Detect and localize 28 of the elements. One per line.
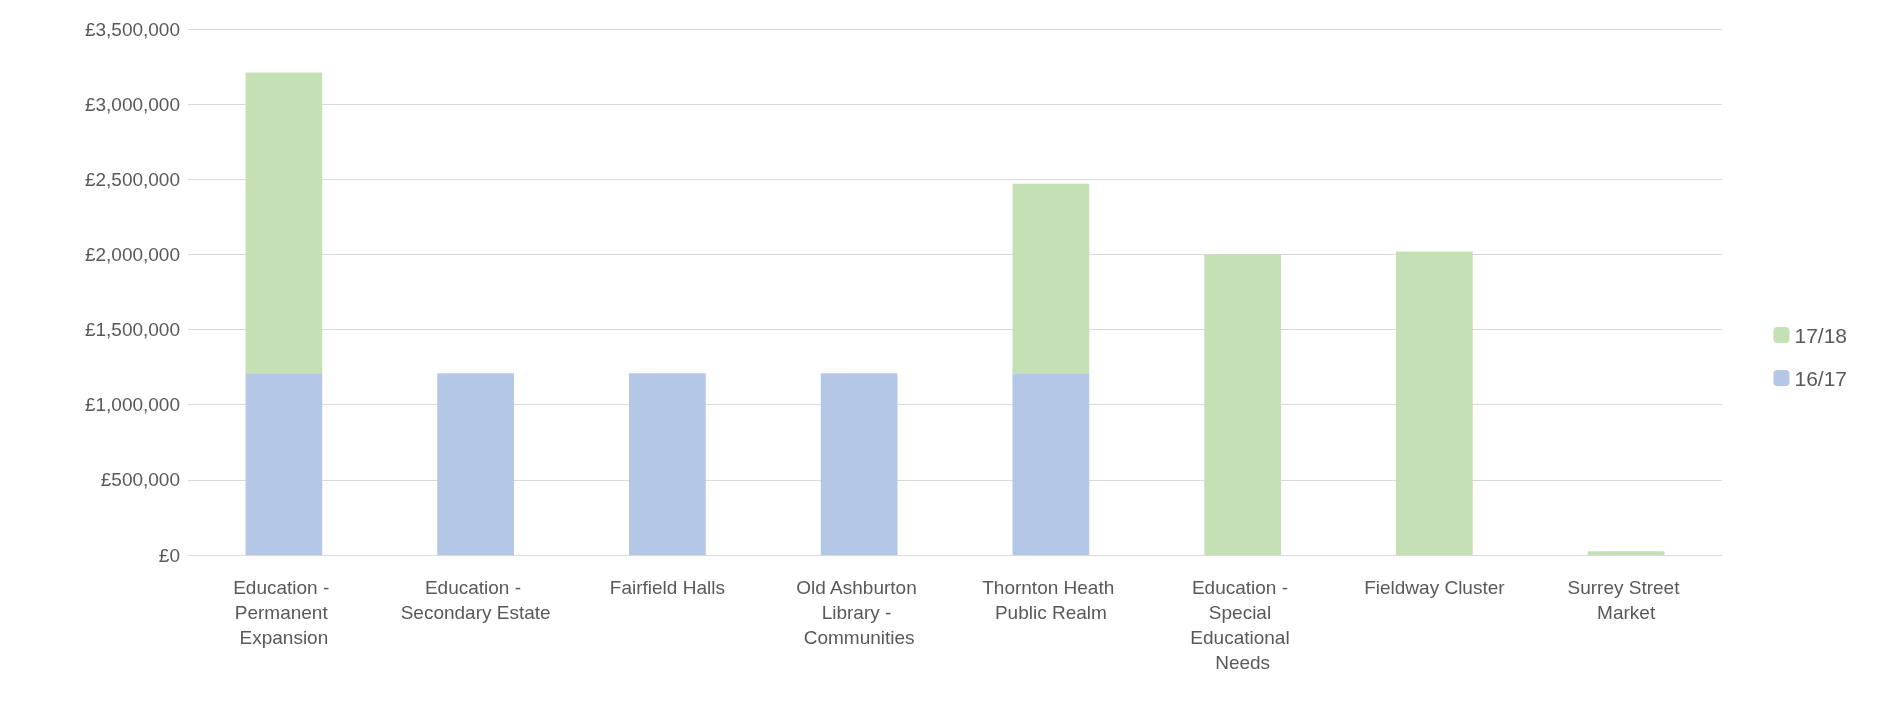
y-tick-label: £1,500,000 bbox=[84, 319, 180, 341]
x-tick-label: Surrey Street Market bbox=[1567, 577, 1685, 623]
y-tick-label: £2,500,000 bbox=[84, 168, 180, 190]
bar bbox=[820, 373, 898, 555]
bar bbox=[1012, 373, 1090, 555]
x-tick-label: Education - Special Educational Needs bbox=[1190, 577, 1295, 673]
x-tick-label: Fieldway Cluster bbox=[1364, 577, 1506, 598]
y-tick-label: £3,000,000 bbox=[84, 93, 180, 115]
bar bbox=[1204, 254, 1281, 555]
y-tick-label: £2,000,000 bbox=[84, 243, 180, 265]
legend-label: 17/18 bbox=[1794, 323, 1848, 347]
bar bbox=[629, 373, 706, 555]
bar bbox=[437, 373, 514, 555]
y-tick-label: £1,000,000 bbox=[84, 394, 180, 416]
y-tick-label: £3,500,000 bbox=[84, 18, 180, 40]
legend-label: 16/17 bbox=[1794, 366, 1848, 390]
x-tick-label: Thornton Heath Public Realm bbox=[982, 577, 1120, 623]
bar bbox=[1396, 251, 1473, 555]
y-tick-label: £500,000 bbox=[100, 469, 180, 491]
bar bbox=[245, 373, 323, 555]
x-tick-label: Fairfield Halls bbox=[609, 577, 725, 598]
bar bbox=[1587, 551, 1665, 555]
x-tick-label: Education - Permanent Expansion bbox=[233, 577, 335, 648]
x-tick-label: Old Ashburton Library - Communities bbox=[796, 577, 922, 648]
x-tick-label: Education - Secondary Estate bbox=[400, 577, 551, 623]
y-tick-label: £0 bbox=[158, 544, 180, 566]
bar bbox=[1012, 183, 1090, 374]
bar bbox=[245, 72, 323, 374]
